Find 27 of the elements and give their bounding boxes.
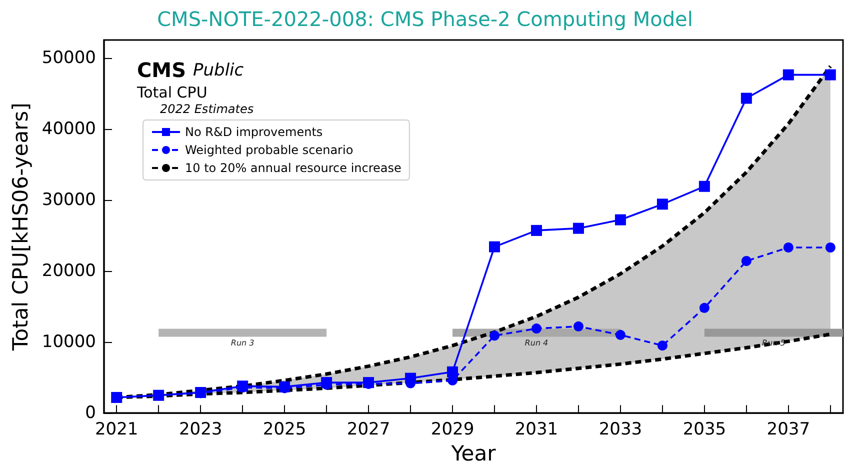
y-tick-label: 40000 [42,118,96,139]
legend-label: Weighted probable scenario [185,143,354,157]
series-label: Run 3 [230,338,254,348]
x-tick-label: 2021 [94,420,138,440]
x-tick-label: 2035 [682,420,726,440]
y-tick-label: 50000 [42,48,96,68]
x-tick-label: 2027 [346,420,390,440]
legend-label: No R&D improvements [185,125,323,139]
annotation: 2022 Estimates [160,102,254,116]
y-tick-label: 0 [85,403,96,424]
x-tick-label: 2029 [430,420,474,440]
y-axis-title: Total CPU[kHS06-years] [8,102,33,352]
x-tick-label: 2031 [514,420,558,440]
x-tick-label: 2037 [766,420,810,440]
y-tick-label: 10000 [42,332,96,352]
x-tick-label: 2023 [178,420,222,440]
annotation: Total CPU [136,84,208,102]
x-axis-title: Year [450,442,496,466]
y-tick-label: 20000 [42,260,96,281]
x-tick-label: 2025 [262,420,306,440]
legend-label: 10 to 20% annual resource increase [185,161,402,175]
annotation: Public [193,60,244,80]
y-tick-label: 30000 [42,190,96,210]
series-label: Run 4 [524,338,548,348]
annotation: CMS [137,58,186,82]
x-tick-label: 2033 [598,420,642,440]
chart-title: CMS-NOTE-2022-008: CMS Phase-2 Computing Model [157,7,693,31]
